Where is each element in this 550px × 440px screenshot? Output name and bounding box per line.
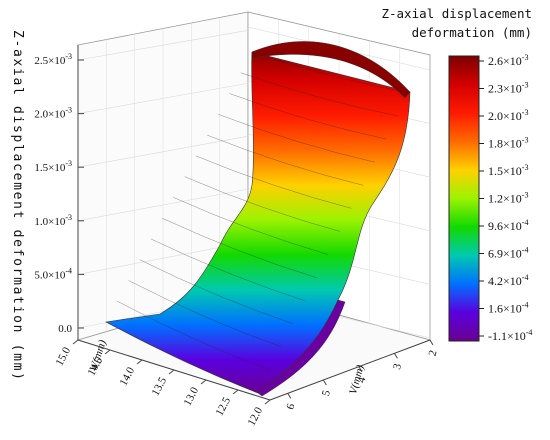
v-axis-ticks: 6 5 4 3 2	[284, 339, 440, 411]
v-tick-label: 5	[320, 389, 333, 398]
z-axis-ticks: 0.0 5.0×10-4 1.0×10-3 1.5×10-3 2.0×10-3 2.5×1…	[34, 52, 84, 335]
w-tick-mark	[168, 369, 175, 375]
w-tick-mark	[136, 359, 143, 365]
w-tick-label: 13.5	[150, 375, 170, 398]
contour-line	[128, 280, 282, 348]
z-tick-label: 1.5×10-3	[34, 159, 72, 174]
z-tick-label: 0.0	[58, 323, 72, 335]
z-axis: 0.0 5.0×10-4 1.0×10-3 1.5×10-3 2.0×10-3 2.5×1…	[10, 30, 84, 380]
z-tick-label: 2.0×10-3	[34, 106, 72, 121]
contour-lines	[105, 51, 411, 394]
colorbar-tick-label: 6.9×10-4	[488, 246, 528, 261]
surface-top-edge	[251, 41, 411, 99]
v-tick-label: 4	[355, 375, 368, 384]
colorbar-gradient	[448, 55, 480, 342]
contour-line	[162, 217, 317, 278]
v-tick-mark	[394, 353, 398, 359]
z-axis-title: Z-axial displacement deformation (mm)	[10, 30, 25, 380]
colorbar-tick-label: 2.3×10-3	[488, 81, 528, 96]
colorbar-tick-label: 2.6×10-3	[488, 53, 528, 68]
contour-line	[150, 238, 305, 301]
contour-line	[206, 134, 364, 186]
contour-line	[229, 93, 387, 140]
w-tick-label: 12.0	[246, 405, 266, 428]
w-tick-label: 15.0	[54, 345, 74, 368]
colorbar-tick-label: -1.1×10-4	[488, 328, 532, 343]
contour-line	[139, 259, 294, 325]
w-tick-mark	[72, 339, 79, 345]
colorbar-tick-label: 1.6×10-4	[488, 301, 528, 316]
colorbar-tick-label: 4.2×10-4	[488, 273, 528, 288]
z-tick-label: 5.0×10-4	[34, 266, 72, 281]
contour-line	[218, 114, 375, 163]
surface	[105, 41, 411, 397]
w-tick-mark	[104, 349, 111, 355]
contour-line	[195, 155, 352, 209]
colorbar-title-line-2: deformation (mm)	[412, 25, 532, 40]
v-tick-label: 3	[391, 362, 404, 371]
colorbar-tick-label: 2.0×10-3	[488, 108, 528, 123]
v-tick-mark	[358, 366, 363, 372]
v-tick-label: 2	[427, 349, 440, 357]
contour-line	[251, 51, 411, 94]
contour-line	[117, 301, 270, 371]
colorbar: Z-axial displacement deformation (mm) 2.…	[381, 6, 532, 343]
v-tick-mark	[429, 339, 434, 346]
w-tick-mark	[264, 399, 271, 405]
w-tick-label: 12.5	[214, 395, 234, 418]
surface-right-edge	[257, 299, 346, 397]
w-tick-label: 14.0	[118, 365, 138, 388]
v-tick-label: 6	[284, 402, 297, 411]
v-tick-mark	[287, 393, 292, 399]
colorbar-ticks: 2.6×10-3 2.3×10-3 2.0×10-3 1.8×10-3 1.5×10-3…	[479, 53, 532, 343]
colorbar-tick-label: 1.2×10-3	[488, 191, 528, 206]
v-tick-mark	[322, 379, 327, 386]
contour-line	[105, 321, 259, 394]
z-tick-label: 2.5×10-3	[34, 52, 72, 67]
contour-line	[173, 197, 329, 255]
w-tick-mark	[200, 379, 207, 385]
colorbar-title-line-1: Z-axial displacement	[381, 6, 532, 21]
contour-line	[184, 176, 340, 232]
w-tick-mark	[232, 389, 239, 395]
contour-line	[240, 72, 399, 117]
z-tick-label: 1.0×10-3	[34, 213, 72, 228]
w-tick-label: 13.0	[182, 385, 202, 408]
v-axis-line	[269, 339, 431, 401]
colorbar-tick-label: 1.5×10-3	[488, 163, 528, 178]
colorbar-tick-label: 1.8×10-3	[488, 136, 528, 151]
colorbar-tick-label: 9.6×10-4	[488, 218, 528, 233]
